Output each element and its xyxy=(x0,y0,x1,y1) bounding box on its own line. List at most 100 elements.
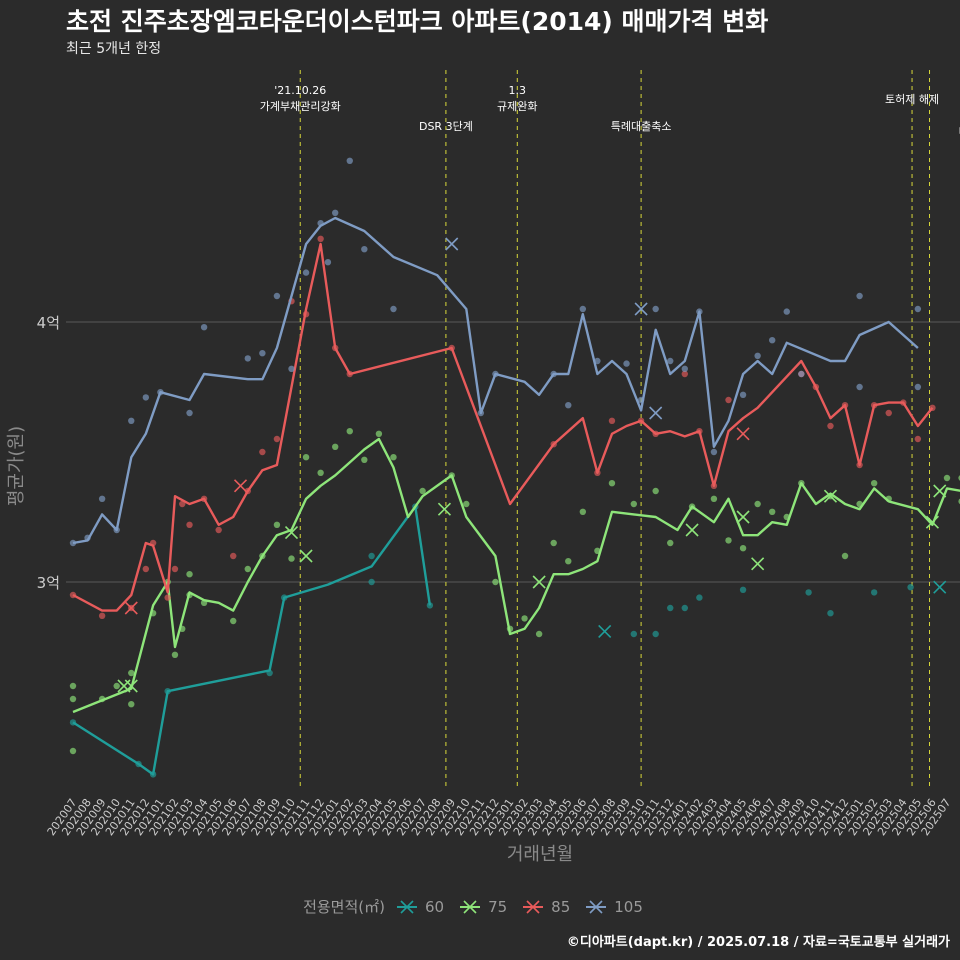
legend-item-60[interactable]: 60 xyxy=(395,898,444,916)
data-point-105 xyxy=(754,352,761,359)
data-point-75 xyxy=(375,430,383,437)
cross-marker-75 xyxy=(532,575,546,589)
event-label: 가계부채관리강화 xyxy=(260,100,341,113)
grid-layer xyxy=(66,321,960,583)
legend: 전용면적(㎡) 60 75 85 105 xyxy=(0,896,960,917)
data-point-105 xyxy=(652,305,659,313)
legend-item-75[interactable]: 75 xyxy=(458,898,507,916)
data-point-105 xyxy=(914,383,922,391)
series-85 xyxy=(69,235,936,619)
data-point-105 xyxy=(98,495,106,502)
data-point-85 xyxy=(273,435,281,443)
chart-title: 초전 진주초장엠코타운더이스턴파크 아파트(2014) 매매가격 변화 xyxy=(66,7,769,36)
data-point-75 xyxy=(419,487,426,495)
data-point-105 xyxy=(390,305,397,313)
x-axis-title: 거래년월 xyxy=(507,844,573,865)
cross-marker-60 xyxy=(933,580,947,594)
legend-swatch-105 xyxy=(586,899,607,914)
data-point-75 xyxy=(463,500,470,508)
y-axis-title: 평균가(원) xyxy=(6,426,27,506)
data-point-105 xyxy=(769,337,776,344)
axis-layer: 3억4억평균가(원)202007202008202009202010202011… xyxy=(6,314,953,865)
cross-marker-105 xyxy=(634,302,648,316)
cross-marker-105 xyxy=(445,237,459,251)
legend-title: 전용면적(㎡) xyxy=(303,898,385,916)
data-point-75 xyxy=(69,747,77,755)
y-tick-label: 4억 xyxy=(37,314,60,332)
data-point-75 xyxy=(346,428,353,435)
data-point-85 xyxy=(98,612,106,619)
data-point-75 xyxy=(550,539,557,547)
data-point-60 xyxy=(368,552,375,560)
data-point-75 xyxy=(332,443,339,450)
cross-marker-85 xyxy=(124,601,138,615)
legend-label-75: 75 xyxy=(488,897,508,916)
cross-marker-75 xyxy=(925,515,939,529)
series-layer xyxy=(69,157,960,778)
data-point-75 xyxy=(652,487,659,495)
cross-marker-75 xyxy=(284,526,299,540)
cross-marker-75 xyxy=(933,484,947,498)
event-label: 토허제 해제 xyxy=(885,92,939,106)
data-point-105 xyxy=(783,308,790,315)
data-point-75 xyxy=(69,695,77,703)
data-point-75 xyxy=(317,469,324,476)
data-point-105 xyxy=(856,383,863,391)
cross-marker-85 xyxy=(736,427,750,441)
event-label: DSR 3단계 xyxy=(419,120,473,133)
data-point-105 xyxy=(186,409,193,417)
data-point-105 xyxy=(302,269,310,276)
data-point-105 xyxy=(739,391,747,398)
data-point-105 xyxy=(200,324,208,331)
data-point-75 xyxy=(69,682,77,690)
data-point-60 xyxy=(805,589,812,596)
legend-swatch-75 xyxy=(460,899,481,914)
data-point-105 xyxy=(361,246,368,253)
legend-label-85: 85 xyxy=(551,897,571,916)
data-point-85 xyxy=(186,521,193,528)
data-point-85 xyxy=(164,594,171,601)
data-point-105 xyxy=(914,305,922,313)
data-point-75 xyxy=(667,539,674,547)
data-point-105 xyxy=(346,157,353,164)
chart-subtitle: 최근 5개년 한정 xyxy=(66,41,162,57)
data-point-85 xyxy=(171,565,179,573)
source-caption: ©디아파트(dapt.kr) / 2025.07.18 / 자료=국토교통부 실… xyxy=(566,935,950,950)
data-point-75 xyxy=(870,480,878,487)
cross-marker-105 xyxy=(649,406,663,420)
cross-marker-85 xyxy=(233,479,248,493)
data-point-105 xyxy=(273,292,281,300)
data-point-75 xyxy=(754,500,761,508)
event-label: '21.10.26 xyxy=(274,84,326,97)
data-point-105 xyxy=(623,360,630,367)
data-point-75 xyxy=(244,565,251,573)
series-line-105 xyxy=(72,216,919,545)
data-point-75 xyxy=(565,558,572,565)
data-point-85 xyxy=(914,435,922,443)
data-point-75 xyxy=(579,508,587,515)
data-point-60 xyxy=(630,630,638,638)
data-point-75 xyxy=(113,682,120,690)
data-point-75 xyxy=(521,615,528,622)
legend-item-105[interactable]: 105 xyxy=(584,898,643,916)
data-point-75 xyxy=(725,537,732,544)
series-line-60 xyxy=(72,505,432,776)
data-point-85 xyxy=(885,409,892,417)
data-point-75 xyxy=(186,571,193,578)
legend-item-85[interactable]: 85 xyxy=(521,898,570,916)
y-tick-label: 3억 xyxy=(37,574,60,592)
data-point-75 xyxy=(302,454,310,461)
event-label: 대출규제 xyxy=(959,125,960,138)
data-point-105 xyxy=(259,350,266,357)
cross-marker-60 xyxy=(598,624,612,638)
legend-label-60: 60 xyxy=(424,897,445,916)
data-point-60 xyxy=(696,594,703,601)
data-point-85 xyxy=(215,526,222,534)
data-point-105 xyxy=(244,355,251,362)
data-point-75 xyxy=(361,456,368,463)
data-point-75 xyxy=(128,669,135,677)
data-point-85 xyxy=(827,422,834,430)
data-point-105 xyxy=(332,209,339,216)
data-point-75 xyxy=(710,495,718,502)
